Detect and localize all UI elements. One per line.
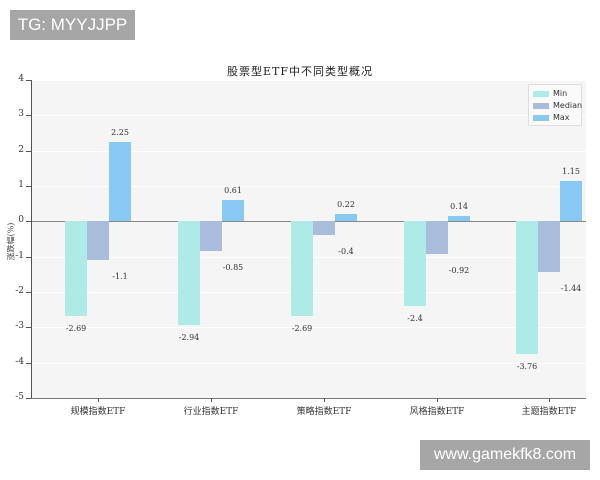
y-tick-mark [26, 292, 31, 293]
y-tick-label: 4 [18, 74, 24, 84]
legend-label: Median [553, 101, 583, 110]
y-tick-label: -1 [15, 251, 24, 261]
x-tick-label: 行业指数ETF [183, 407, 239, 417]
x-tick-label: 策略指数ETF [296, 407, 352, 417]
grid-line [31, 151, 586, 152]
watermark-top: TG: MYYJJPP [10, 10, 135, 40]
legend-swatch-min [533, 91, 549, 97]
x-tick-label: 风格指数ETF [409, 407, 465, 417]
x-tick-label: 主题指数ETF [521, 407, 577, 417]
bar-median [538, 221, 560, 273]
bar-min [291, 221, 313, 317]
value-label: -0.4 [338, 247, 354, 257]
y-tick-label: -2 [15, 286, 24, 296]
y-tick-mark [26, 221, 31, 222]
legend-swatch-max [533, 115, 549, 121]
value-label: -0.85 [222, 263, 244, 273]
bar-max [448, 216, 470, 222]
x-tick-mark [98, 398, 99, 402]
bar-median [87, 221, 109, 261]
bar-max [109, 141, 131, 222]
x-tick-mark [324, 398, 325, 402]
value-label: -0.92 [448, 265, 470, 275]
grid-line [31, 80, 586, 81]
bar-min [65, 221, 87, 317]
y-tick-label: 1 [18, 180, 24, 190]
value-label: 0.14 [450, 202, 468, 212]
value-label: 2.25 [111, 127, 129, 137]
bar-max [335, 213, 357, 222]
legend: Min Median Max [528, 84, 582, 126]
y-tick-mark [26, 186, 31, 187]
bar-max [560, 180, 582, 222]
grid-line [31, 363, 586, 364]
chart-title: 股票型ETF中不同类型概况 [227, 65, 373, 78]
value-label: -2.69 [291, 324, 313, 334]
x-tick-mark [437, 398, 438, 402]
legend-item-min: Min [533, 88, 583, 100]
value-label: -1.44 [560, 284, 582, 294]
value-label: -2.4 [407, 314, 423, 324]
bar-median [313, 221, 335, 236]
value-label: -3.76 [516, 362, 538, 372]
value-label: -1.1 [112, 272, 128, 282]
y-tick-label: 0 [18, 215, 24, 225]
bar-max [222, 199, 244, 222]
y-tick-mark [26, 363, 31, 364]
y-tick-mark [26, 151, 31, 152]
value-label: 0.22 [337, 199, 355, 209]
grid-line [31, 115, 586, 116]
bar-median [426, 221, 448, 254]
x-axis [31, 398, 586, 399]
grid-line [31, 186, 586, 187]
legend-item-median: Median [533, 100, 583, 112]
y-tick-label: 3 [18, 109, 24, 119]
legend-label: Max [553, 113, 570, 122]
y-tick-label: -5 [15, 392, 24, 402]
value-label: -2.94 [178, 333, 200, 343]
value-label: -2.69 [65, 324, 87, 334]
y-tick-mark [26, 327, 31, 328]
x-tick-mark [211, 398, 212, 402]
y-tick-mark [26, 257, 31, 258]
grid-line [31, 327, 586, 328]
y-tick-label: -4 [15, 357, 24, 367]
y-axis [31, 80, 32, 398]
bar-min [516, 221, 538, 355]
y-tick-mark [26, 80, 31, 81]
value-label: 0.61 [224, 185, 242, 195]
watermark-bottom: www.gamekfk8.com [420, 440, 590, 470]
legend-swatch-median [533, 103, 549, 109]
bar-min [404, 221, 426, 307]
y-tick-label: 2 [18, 145, 24, 155]
bar-median [200, 221, 222, 252]
y-tick-label: -3 [15, 321, 24, 331]
legend-label: Min [553, 89, 568, 98]
x-tick-mark [549, 398, 550, 402]
bar-min [178, 221, 200, 326]
y-axis-title: 涨跌幅(%) [6, 222, 16, 261]
value-label: 1.15 [562, 166, 580, 176]
y-tick-mark [26, 115, 31, 116]
y-tick-mark [26, 398, 31, 399]
x-tick-label: 规模指数ETF [70, 407, 126, 417]
legend-item-max: Max [533, 112, 583, 124]
